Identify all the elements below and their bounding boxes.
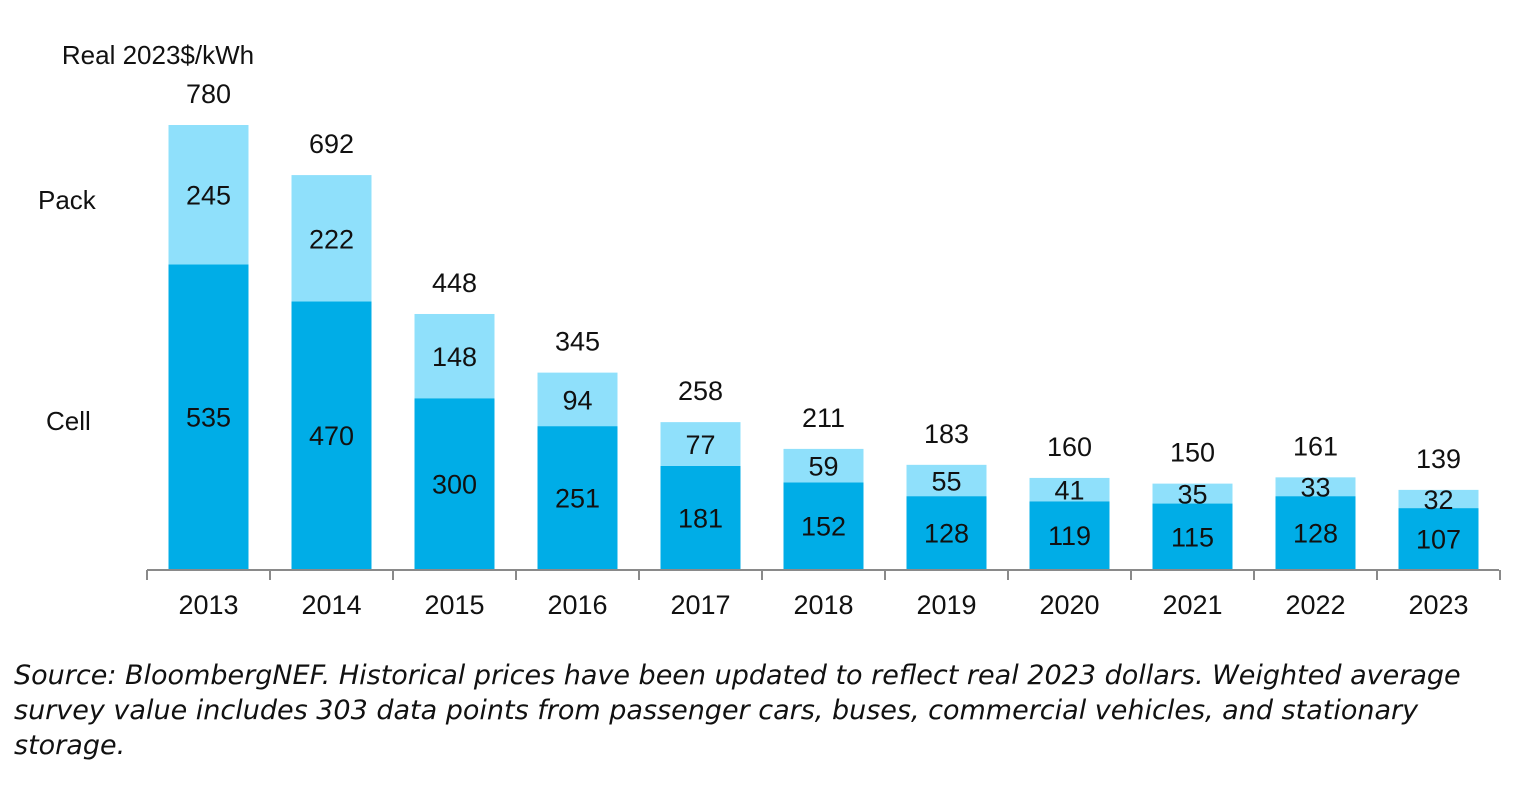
- x-tick-label: 2014: [301, 590, 361, 620]
- data-label-cell: 128: [1293, 519, 1338, 549]
- x-tick-label: 2016: [547, 590, 607, 620]
- data-label-pack: 55: [931, 466, 961, 496]
- x-tick-label: 2013: [178, 590, 238, 620]
- data-label-cell: 119: [1048, 521, 1091, 551]
- data-label-pack: 148: [432, 342, 477, 372]
- legend-pack: Pack: [38, 185, 97, 215]
- data-label-total: 692: [309, 129, 354, 159]
- bar-cell-2017: [660, 465, 741, 569]
- data-label-cell: 470: [309, 421, 354, 451]
- data-label-cell: 107: [1416, 525, 1461, 555]
- bars-layer: [168, 125, 1479, 569]
- bar-pack-2013: [168, 125, 249, 265]
- data-label-pack: 77: [685, 430, 715, 460]
- data-label-total: 183: [924, 419, 969, 449]
- data-label-cell: 535: [186, 403, 231, 433]
- source-note: Source: BloombergNEF. Historical prices …: [14, 660, 1461, 761]
- data-label-total: 160: [1047, 432, 1092, 462]
- x-tick-label: 2018: [793, 590, 853, 620]
- bar-cell-2018: [783, 482, 864, 569]
- data-label-pack: 35: [1177, 480, 1207, 510]
- battery-price-chart: Real 2023$/kWh Pack Cell 535 245 780 2013 47…: [38, 40, 1501, 620]
- bar-pack-2021: [1152, 483, 1233, 504]
- bar-pack-2019: [906, 464, 987, 497]
- data-label-pack: 245: [186, 181, 231, 211]
- bar-pack-2014: [291, 175, 372, 302]
- data-label-cell: 181: [678, 503, 723, 533]
- x-tick-label: 2017: [670, 590, 730, 620]
- data-label-pack: 33: [1300, 473, 1330, 503]
- bar-cell-2013: [168, 264, 249, 569]
- bar-pack-2016: [537, 372, 618, 427]
- bar-cell-2019: [906, 496, 987, 569]
- x-tick-label: 2020: [1039, 590, 1099, 620]
- bar-pack-2023: [1398, 489, 1479, 509]
- bar-pack-2020: [1029, 477, 1110, 502]
- bar-pack-2022: [1275, 477, 1356, 497]
- data-label-pack: 41: [1054, 476, 1084, 506]
- data-label-cell: 128: [924, 519, 969, 549]
- data-label-cell: 115: [1171, 522, 1214, 552]
- data-label-pack: 59: [808, 452, 838, 482]
- data-label-pack: 32: [1423, 485, 1453, 515]
- x-tick-label: 2015: [424, 590, 484, 620]
- bar-cell-2021: [1152, 503, 1233, 569]
- data-label-total: 211: [802, 403, 845, 433]
- data-label-total: 139: [1416, 444, 1461, 474]
- bar-cell-2022: [1275, 496, 1356, 569]
- data-label-total: 448: [432, 268, 477, 298]
- bar-pack-2018: [783, 448, 864, 483]
- x-axis-ticks: [146, 570, 1501, 580]
- bar-cell-2015: [414, 398, 495, 569]
- legend-cell: Cell: [46, 406, 91, 436]
- bar-cell-2020: [1029, 501, 1110, 569]
- data-label-total: 150: [1170, 438, 1215, 468]
- labels-layer: 535 245 780 2013 470 222 692 2014 300 148 448 2015 2…: [178, 79, 1468, 620]
- bar-cell-2023: [1398, 508, 1479, 569]
- y-axis-label: Real 2023$/kWh: [62, 40, 254, 70]
- data-label-pack: 222: [309, 224, 354, 254]
- bar-pack-2017: [660, 422, 741, 466]
- x-tick-label: 2023: [1408, 590, 1468, 620]
- x-tick-label: 2019: [916, 590, 976, 620]
- data-label-cell: 152: [801, 512, 846, 542]
- data-label-total: 161: [1293, 431, 1338, 461]
- data-label-total: 780: [186, 79, 231, 109]
- data-label-total: 258: [678, 376, 723, 406]
- data-label-pack: 94: [562, 385, 592, 415]
- bar-cell-2014: [291, 301, 372, 569]
- bar-pack-2015: [414, 313, 495, 399]
- data-label-cell: 300: [432, 470, 477, 500]
- x-tick-label: 2021: [1162, 590, 1222, 620]
- x-tick-label: 2022: [1285, 590, 1345, 620]
- data-label-cell: 251: [555, 484, 600, 514]
- bar-cell-2016: [537, 426, 618, 569]
- data-label-total: 345: [555, 327, 600, 357]
